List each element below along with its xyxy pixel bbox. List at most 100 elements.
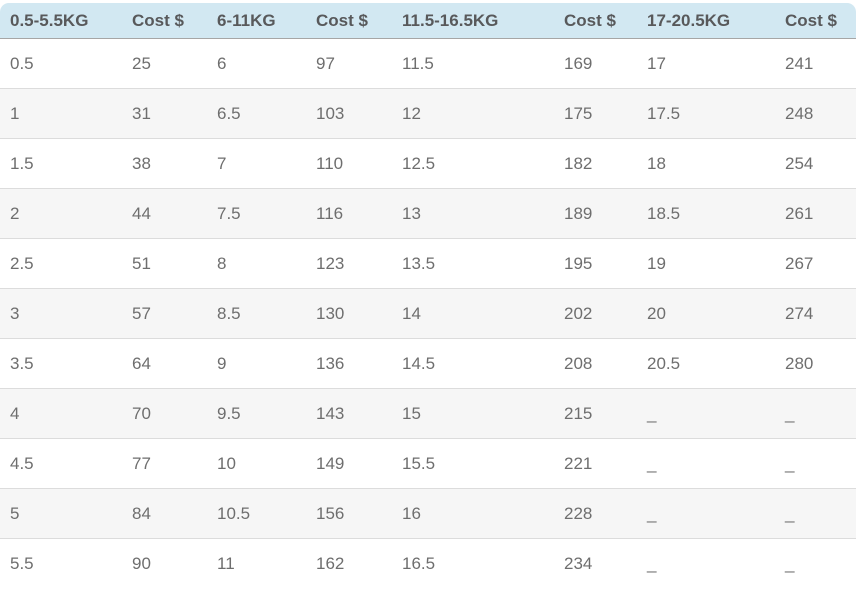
table-row: 5.5 90 11 162 16.5 234 _ _	[0, 539, 856, 588]
cost-cell: 51	[122, 239, 207, 289]
weight-cell: 17.5	[637, 89, 775, 139]
header-cell-cost: Cost $	[775, 3, 856, 39]
cost-cell: 156	[306, 489, 392, 539]
table-row: 3 57 8.5 130 14 202 20 274	[0, 289, 856, 339]
weight-cell: 6.5	[207, 89, 306, 139]
weight-cell: 8	[207, 239, 306, 289]
table-header: 0.5-5.5KG Cost $6-11KG Cost $11.5-16.5KG Co…	[0, 3, 856, 39]
cost-cell: 234	[554, 539, 637, 588]
cost-cell: 77	[122, 439, 207, 489]
cost-cell: 169	[554, 39, 637, 89]
weight-cell: 13	[392, 189, 554, 239]
header-cell-weight-range: 6-11KG	[207, 3, 306, 39]
table-row: 5 84 10.5 156 16 228 _ _	[0, 489, 856, 539]
weight-cell: 18	[637, 139, 775, 189]
header-cell-cost: Cost $	[122, 3, 207, 39]
cost-cell: 215	[554, 389, 637, 439]
cost-cell: 182	[554, 139, 637, 189]
weight-cell: 12.5	[392, 139, 554, 189]
weight-cell: _	[637, 389, 775, 439]
cost-cell: 162	[306, 539, 392, 588]
weight-cell: 4	[0, 389, 122, 439]
cost-cell: 189	[554, 189, 637, 239]
cost-cell: _	[775, 539, 856, 588]
cost-cell: 254	[775, 139, 856, 189]
table-row: 3.5 64 9 136 14.5 208 20.5 280	[0, 339, 856, 389]
weight-cell: 0.5	[0, 39, 122, 89]
cost-cell: _	[775, 389, 856, 439]
cost-cell: 84	[122, 489, 207, 539]
weight-cell: 4.5	[0, 439, 122, 489]
weight-cell: 14.5	[392, 339, 554, 389]
weight-cell: 13.5	[392, 239, 554, 289]
table-row: 4 70 9.5 143 15 215 _ _	[0, 389, 856, 439]
header-row: 0.5-5.5KG Cost $6-11KG Cost $11.5-16.5KG Co…	[0, 3, 856, 39]
cost-cell: 136	[306, 339, 392, 389]
cost-cell: 202	[554, 289, 637, 339]
weight-cell: 14	[392, 289, 554, 339]
cost-cell: 116	[306, 189, 392, 239]
weight-cell: 8.5	[207, 289, 306, 339]
cost-cell: 70	[122, 389, 207, 439]
table-row: 4.5 77 10 149 15.5 221 _ _	[0, 439, 856, 489]
table-body: 0.5 25 6 97 11.5 169 17 241 1 31 6.5 103 12 175 17.5 24…	[0, 39, 856, 588]
weight-cell: 2.5	[0, 239, 122, 289]
table-row: 1.5 38 7 110 12.5 182 18 254	[0, 139, 856, 189]
header-cell-weight-range: 0.5-5.5KG	[0, 3, 122, 39]
weight-cell: _	[637, 439, 775, 489]
cost-cell: 31	[122, 89, 207, 139]
cost-cell: 97	[306, 39, 392, 89]
weight-cell: 20.5	[637, 339, 775, 389]
weight-cell: 7.5	[207, 189, 306, 239]
cost-cell: 64	[122, 339, 207, 389]
cost-cell: 280	[775, 339, 856, 389]
cost-cell: 175	[554, 89, 637, 139]
cost-cell: 143	[306, 389, 392, 439]
weight-cell: 9	[207, 339, 306, 389]
weight-cell: _	[637, 539, 775, 588]
weight-cell: 7	[207, 139, 306, 189]
weight-cell: 10.5	[207, 489, 306, 539]
cost-cell: 248	[775, 89, 856, 139]
weight-cell: 5	[0, 489, 122, 539]
cost-cell: 149	[306, 439, 392, 489]
weight-cell: 10	[207, 439, 306, 489]
weight-cell: _	[637, 489, 775, 539]
weight-cell: 16	[392, 489, 554, 539]
table-row: 2 44 7.5 116 13 189 18.5 261	[0, 189, 856, 239]
shipping-cost-table: 0.5-5.5KG Cost $6-11KG Cost $11.5-16.5KG Co…	[0, 3, 856, 588]
header-cell-weight-range: 17-20.5KG	[637, 3, 775, 39]
weight-cell: 15.5	[392, 439, 554, 489]
table-row: 1 31 6.5 103 12 175 17.5 248	[0, 89, 856, 139]
weight-cell: 19	[637, 239, 775, 289]
cost-cell: 267	[775, 239, 856, 289]
weight-cell: 18.5	[637, 189, 775, 239]
cost-cell: _	[775, 489, 856, 539]
weight-cell: 15	[392, 389, 554, 439]
cost-cell: 261	[775, 189, 856, 239]
weight-cell: 20	[637, 289, 775, 339]
weight-cell: 3.5	[0, 339, 122, 389]
cost-cell: 208	[554, 339, 637, 389]
cost-cell: 221	[554, 439, 637, 489]
cost-cell: 90	[122, 539, 207, 588]
weight-cell: 5.5	[0, 539, 122, 588]
weight-cell: 3	[0, 289, 122, 339]
weight-cell: 1.5	[0, 139, 122, 189]
weight-cell: 6	[207, 39, 306, 89]
weight-cell: 16.5	[392, 539, 554, 588]
cost-cell: 103	[306, 89, 392, 139]
cost-cell: 38	[122, 139, 207, 189]
header-cell-weight-range: 11.5-16.5KG	[392, 3, 554, 39]
cost-cell: 195	[554, 239, 637, 289]
cost-cell: 228	[554, 489, 637, 539]
cost-cell: 241	[775, 39, 856, 89]
header-cell-cost: Cost $	[306, 3, 392, 39]
cost-cell: 57	[122, 289, 207, 339]
weight-cell: 1	[0, 89, 122, 139]
cost-cell: _	[775, 439, 856, 489]
weight-cell: 2	[0, 189, 122, 239]
table-row: 2.5 51 8 123 13.5 195 19 267	[0, 239, 856, 289]
weight-cell: 9.5	[207, 389, 306, 439]
